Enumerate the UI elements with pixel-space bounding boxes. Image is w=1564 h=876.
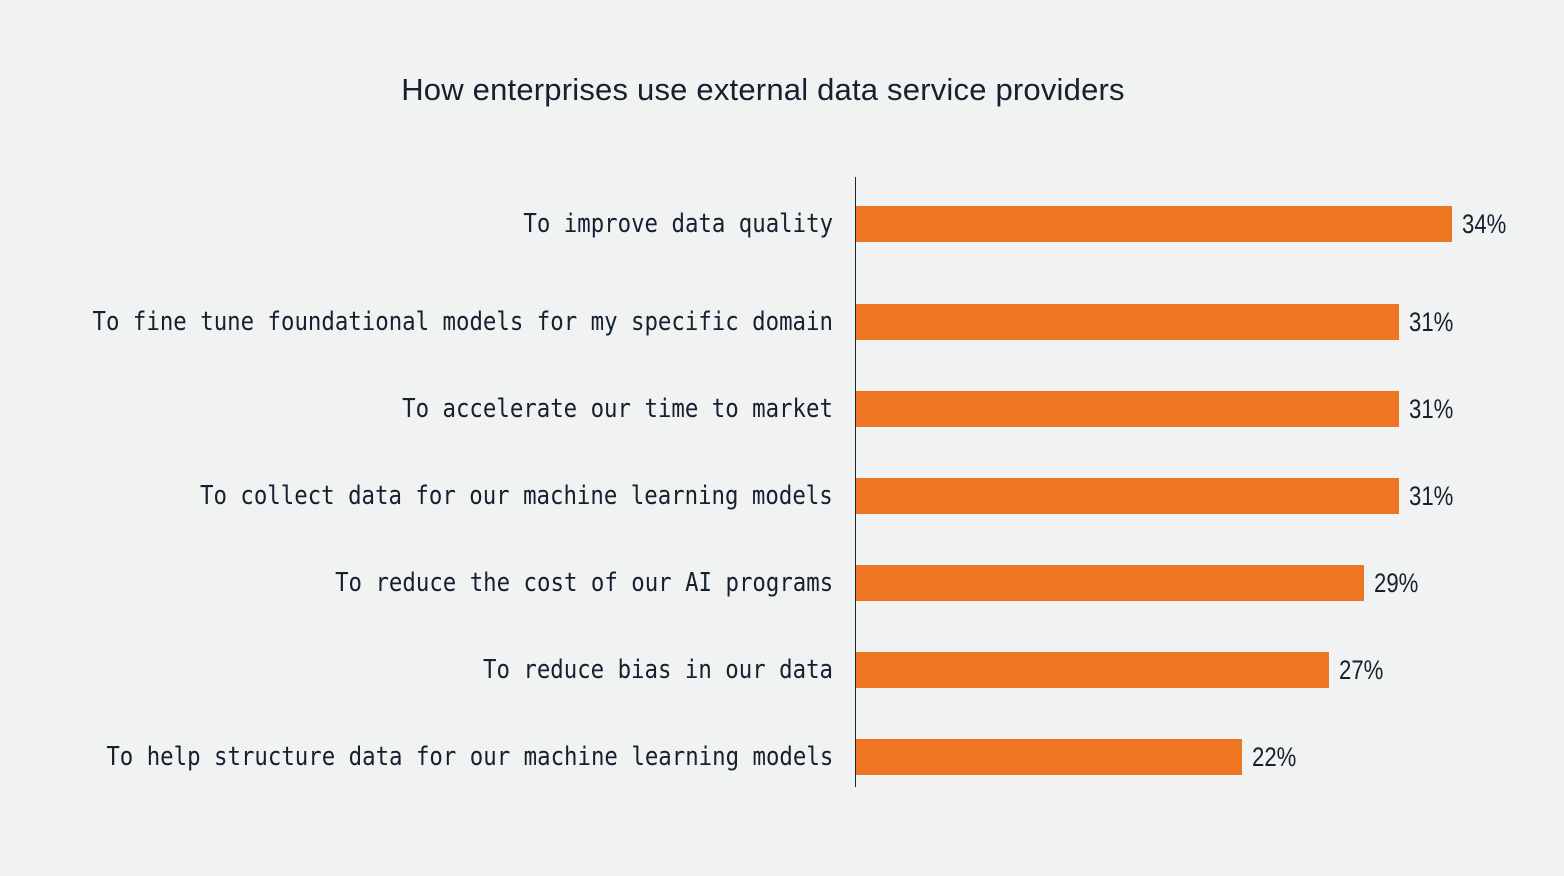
value-label: 31% bbox=[1409, 307, 1454, 337]
bar bbox=[856, 565, 1364, 601]
y-axis-line bbox=[855, 177, 856, 787]
chart-title: How enterprises use external data servic… bbox=[401, 72, 1125, 107]
value-label: 31% bbox=[1409, 394, 1454, 424]
bar bbox=[856, 391, 1399, 427]
value-label: 27% bbox=[1339, 655, 1384, 685]
bar-row: To reduce the cost of our AI programs 29… bbox=[0, 565, 1564, 601]
bar bbox=[856, 304, 1399, 340]
category-label: To accelerate our time to market bbox=[402, 394, 833, 424]
category-label: To fine tune foundational models for my … bbox=[92, 307, 833, 337]
category-label: To collect data for our machine learning… bbox=[200, 481, 833, 511]
value-label: 31% bbox=[1409, 481, 1454, 511]
category-label: To improve data quality bbox=[523, 209, 833, 239]
value-label: 34% bbox=[1462, 209, 1507, 239]
bar-row: To improve data quality 34% bbox=[0, 206, 1564, 242]
bar bbox=[856, 739, 1242, 775]
bar bbox=[856, 478, 1399, 514]
value-label: 29% bbox=[1374, 568, 1419, 598]
bar-row: To collect data for our machine learning… bbox=[0, 478, 1564, 514]
category-label: To reduce bias in our data bbox=[482, 655, 833, 685]
category-label: To reduce the cost of our AI programs bbox=[334, 568, 833, 598]
category-label: To help structure data for our machine l… bbox=[106, 742, 833, 772]
bar bbox=[856, 652, 1329, 688]
bar bbox=[856, 206, 1452, 242]
bar-row: To help structure data for our machine l… bbox=[0, 739, 1564, 775]
bar-row: To fine tune foundational models for my … bbox=[0, 304, 1564, 340]
bar-row: To reduce bias in our data 27% bbox=[0, 652, 1564, 688]
value-label: 22% bbox=[1252, 742, 1297, 772]
bar-row: To accelerate our time to market 31% bbox=[0, 391, 1564, 427]
